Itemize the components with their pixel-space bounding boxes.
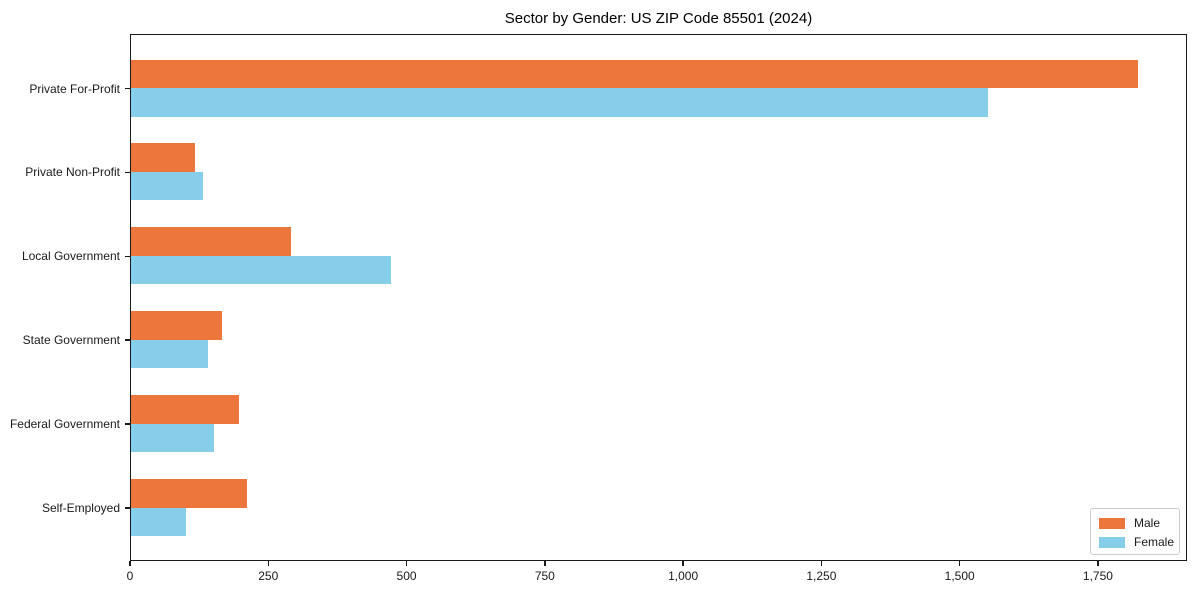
bar-female-self-employed — [131, 507, 187, 536]
bar-male-local-government — [131, 227, 292, 256]
legend: Male Female — [1090, 508, 1180, 555]
x-axis-tick-label: 1,250 — [806, 569, 837, 583]
legend-label-male: Male — [1134, 516, 1161, 530]
x-axis-tick-label: 0 — [126, 569, 134, 583]
x-axis-tick-mark — [544, 561, 546, 566]
x-axis-tick-mark — [1097, 561, 1099, 566]
y-axis-tick-mark — [125, 423, 130, 425]
legend-item-female: Female — [1099, 535, 1175, 549]
x-axis-tick-label: 1,750 — [1082, 569, 1113, 583]
x-axis-tick-label: 1,000 — [668, 569, 699, 583]
y-axis-tick-mark — [125, 87, 130, 90]
bar-female-state-government — [131, 339, 209, 369]
y-axis-tick-mark — [125, 339, 130, 341]
y-axis-label: Private For-Profit — [29, 81, 120, 96]
x-axis-tick-label: 750 — [534, 569, 555, 583]
legend-label-female: Female — [1134, 535, 1175, 549]
bar-female-federal-government — [131, 423, 214, 453]
y-axis-label: Federal Government — [9, 417, 120, 432]
plot-area — [130, 34, 1187, 561]
y-axis-label: Self-Employed — [41, 501, 120, 515]
bar-male-private-for-profit — [131, 59, 1138, 88]
legend-swatch-male — [1099, 517, 1125, 529]
x-axis-tick-mark — [129, 561, 131, 566]
y-axis-tick-mark — [125, 171, 130, 174]
y-axis-label: Private Non-Profit — [25, 165, 120, 180]
bar-female-private-for-profit — [131, 88, 989, 117]
bar-male-state-government — [131, 311, 223, 340]
y-axis-label: State Government — [22, 333, 120, 348]
y-axis-tick-mark — [125, 255, 130, 258]
x-axis-tick-label: 500 — [396, 569, 417, 583]
x-axis-tick-mark — [958, 561, 961, 566]
bar-female-private-non-profit — [131, 171, 203, 201]
x-axis-tick-mark — [820, 561, 823, 566]
bar-male-federal-government — [131, 395, 239, 424]
y-axis-label: Local Government — [21, 249, 120, 264]
x-axis-tick-label: 1,500 — [944, 569, 975, 583]
bar-female-local-government — [131, 255, 391, 285]
x-axis-tick-mark — [405, 561, 408, 566]
legend-item-male: Male — [1099, 516, 1171, 530]
bar-male-private-non-profit — [131, 143, 195, 172]
x-axis-tick-mark — [267, 561, 270, 566]
bar-male-self-employed — [131, 479, 248, 508]
chart-title: Sector by Gender: US ZIP Code 85501 (202… — [504, 10, 813, 27]
x-axis-tick-mark — [682, 561, 684, 566]
legend-swatch-female — [1099, 536, 1125, 548]
x-axis-tick-label: 250 — [258, 569, 279, 583]
y-axis-tick-mark — [125, 507, 130, 509]
